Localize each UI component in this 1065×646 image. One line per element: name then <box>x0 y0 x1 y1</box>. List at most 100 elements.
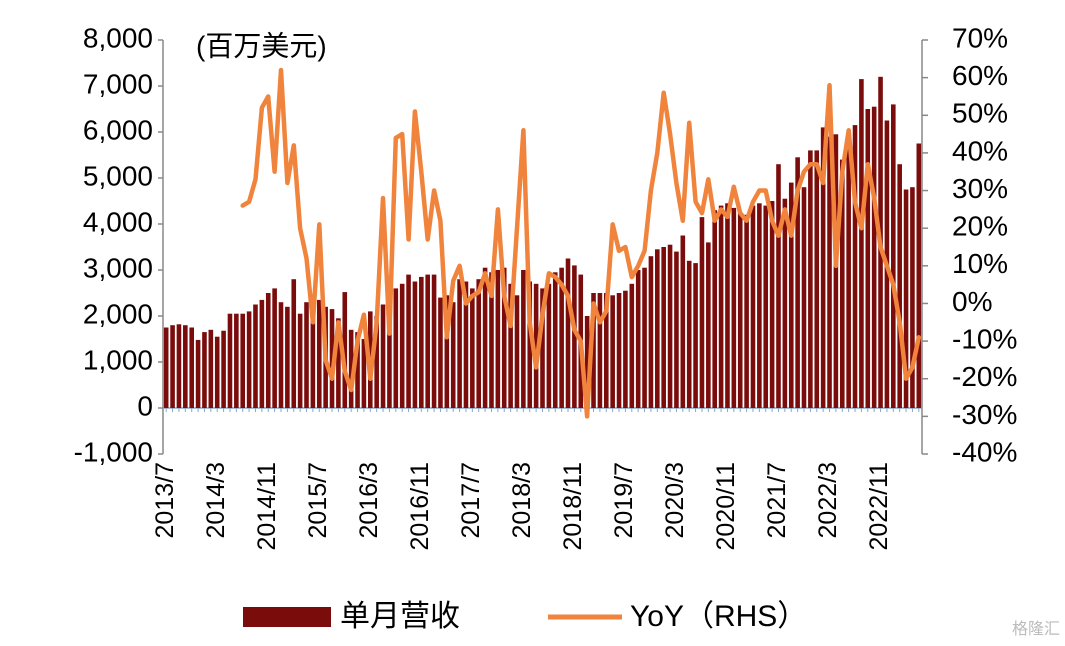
legend-label: YoY（RHS） <box>630 600 807 633</box>
bar <box>744 214 749 408</box>
bar <box>425 274 430 408</box>
x-tick-label: 2013/7 <box>151 462 179 538</box>
bar <box>910 187 915 408</box>
bar <box>769 201 775 408</box>
y2-tick-label: 10% <box>952 248 1008 279</box>
bar <box>393 288 399 408</box>
x-tick-label: 2015/7 <box>304 462 332 538</box>
y2-tick-label: 30% <box>952 173 1008 204</box>
y-tick-label: 7,000 <box>83 68 153 99</box>
bar <box>603 293 609 408</box>
bar <box>170 325 175 408</box>
bar <box>540 288 545 408</box>
bar <box>871 106 877 408</box>
bar <box>559 267 564 408</box>
bar <box>712 210 718 408</box>
bar <box>361 339 367 408</box>
bar <box>463 281 469 408</box>
bar <box>259 299 265 408</box>
bar <box>897 164 902 408</box>
bar <box>795 157 800 408</box>
bar <box>450 302 456 408</box>
bar <box>814 150 820 408</box>
y2-tick-label: 50% <box>952 98 1008 129</box>
bar <box>387 311 392 408</box>
bar <box>291 279 297 408</box>
y-tick-label: 6,000 <box>83 114 153 145</box>
bar <box>470 288 475 408</box>
bar <box>406 274 411 408</box>
x-tick-label: 2020/11 <box>712 462 740 551</box>
bar <box>246 311 252 408</box>
bar <box>457 279 462 408</box>
bar <box>521 270 526 408</box>
bar <box>438 297 443 408</box>
bar <box>285 306 290 408</box>
bar <box>693 263 698 408</box>
watermark: 格隆汇 <box>1012 620 1060 638</box>
y2-tick-label: -30% <box>952 399 1017 430</box>
x-tick-label: 2018/3 <box>508 462 536 538</box>
y-tick-label: -1,000 <box>74 436 153 467</box>
bar <box>629 283 635 408</box>
y2-tick-label: -10% <box>952 323 1017 354</box>
bar <box>788 182 794 408</box>
y-tick-label: 2,000 <box>83 298 153 329</box>
bar <box>431 274 437 408</box>
x-tick-label: 2016/11 <box>406 462 434 551</box>
bar <box>706 242 711 408</box>
legend-label: 单月营收 <box>340 600 460 633</box>
bar <box>208 329 214 408</box>
bar <box>482 267 488 408</box>
bar <box>380 304 386 408</box>
bar <box>342 292 348 408</box>
bar <box>801 187 807 408</box>
bar <box>667 244 673 408</box>
bar <box>195 339 201 408</box>
bar <box>265 293 271 408</box>
bar <box>635 270 641 408</box>
bar <box>642 267 647 408</box>
bar <box>495 270 501 408</box>
y2-tick-label: -20% <box>952 361 1017 392</box>
bar <box>725 203 730 408</box>
bar <box>584 316 590 408</box>
bar <box>903 189 909 408</box>
bar <box>846 143 851 408</box>
y2-tick-label: 0% <box>952 286 992 317</box>
bar <box>776 164 781 408</box>
bar <box>610 295 615 408</box>
bar <box>674 251 679 408</box>
bar <box>310 295 316 408</box>
bar <box>655 249 660 408</box>
bar <box>533 283 539 408</box>
bar <box>565 258 571 408</box>
bar <box>399 283 405 408</box>
bar <box>852 125 858 408</box>
y2-tick-label: 70% <box>952 22 1008 53</box>
x-tick-label: 2021/7 <box>763 462 791 538</box>
bar <box>865 109 871 408</box>
bar <box>572 265 577 408</box>
legend-swatch <box>243 607 331 627</box>
bar <box>189 327 194 408</box>
unit-label: (百万美元) <box>196 30 327 61</box>
bar <box>355 332 360 408</box>
y2-tick-label: 60% <box>952 60 1008 91</box>
bar <box>316 299 322 408</box>
bar <box>419 276 424 408</box>
bar <box>661 247 666 408</box>
bar <box>827 136 832 408</box>
bar <box>278 302 284 408</box>
y-tick-label: 3,000 <box>83 252 153 283</box>
bar <box>820 127 826 409</box>
bar <box>514 295 520 408</box>
bar <box>508 283 513 408</box>
x-tick-label: 2014/3 <box>202 462 230 538</box>
bar <box>240 313 246 408</box>
bar <box>221 330 226 408</box>
bar <box>234 313 239 408</box>
x-tick-label: 2016/3 <box>355 462 383 538</box>
bar <box>476 279 482 408</box>
x-tick-label: 2020/3 <box>661 462 689 538</box>
